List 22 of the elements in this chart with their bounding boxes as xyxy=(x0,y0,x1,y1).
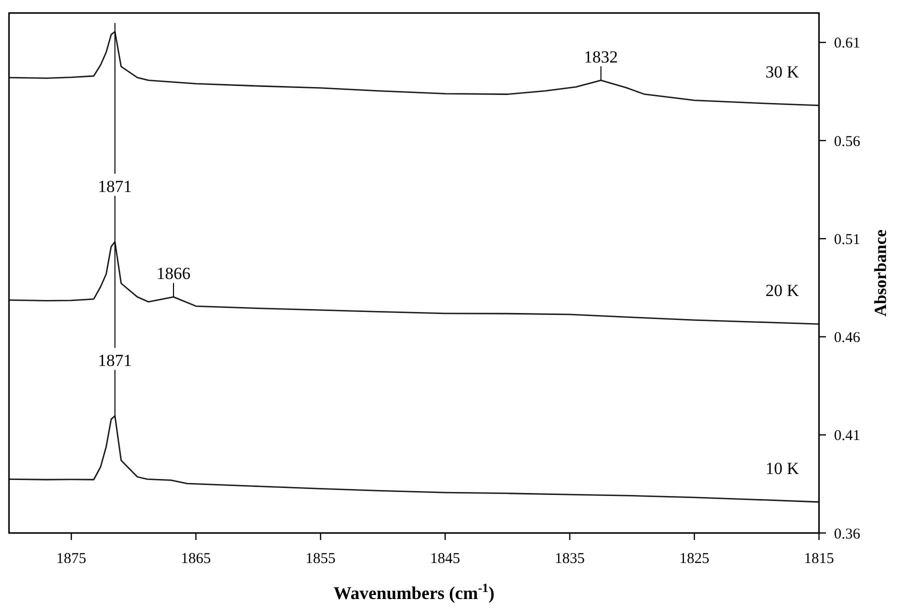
y-tick-label: 0.61 xyxy=(834,36,860,52)
series-label: 20 K xyxy=(765,281,800,300)
series-label: 10 K xyxy=(765,458,800,478)
y-tick-label: 0.51 xyxy=(834,232,860,248)
y-tick-label: 0.46 xyxy=(834,330,861,346)
annotation: 1871 xyxy=(98,350,132,370)
x-axis-title: Wavenumbers (cm$^{-1}$) xyxy=(334,581,494,603)
x-tick-label: 1875 xyxy=(56,551,86,567)
y-tick-label: 0.36 xyxy=(834,526,861,542)
x-tick-label: 1835 xyxy=(554,551,585,567)
y-tick-label: 0.41 xyxy=(834,428,860,444)
x-tick-label: 1855 xyxy=(306,551,336,567)
y-axis-title: Absorbance xyxy=(871,229,890,316)
x-tick-label: 1865 xyxy=(180,551,211,567)
x-tick-label: 1825 xyxy=(679,551,710,567)
annotation: 1832 xyxy=(584,47,618,66)
annotation: 1866 xyxy=(156,264,190,283)
x-tick-label: 1815 xyxy=(804,551,834,567)
series-label: 30 K xyxy=(765,62,800,82)
y-tick-label: 0.56 xyxy=(834,134,861,150)
annotation: 1871 xyxy=(98,176,132,196)
x-tick-label: 1845 xyxy=(430,551,460,567)
